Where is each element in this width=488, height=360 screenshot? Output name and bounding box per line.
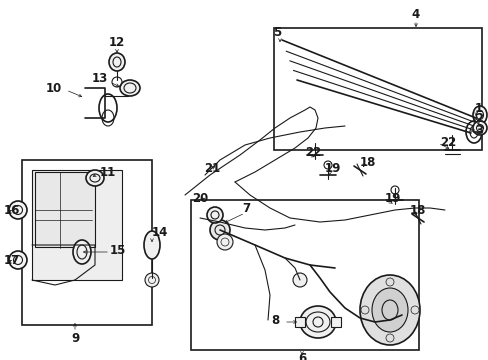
Ellipse shape (73, 240, 91, 264)
Circle shape (206, 207, 223, 223)
Text: 2: 2 (474, 112, 482, 125)
Ellipse shape (299, 306, 335, 338)
Bar (32, 170, 122, 280)
Text: 17: 17 (4, 253, 20, 266)
Bar (22, 160, 152, 325)
Text: 9: 9 (71, 332, 79, 345)
Bar (35, 172, 95, 247)
Text: 20: 20 (192, 192, 208, 204)
Bar (294, 317, 305, 327)
Text: 11: 11 (100, 166, 116, 179)
Text: 5: 5 (272, 26, 281, 39)
Ellipse shape (143, 231, 160, 259)
Bar (273, 28, 481, 150)
Circle shape (385, 278, 393, 286)
Text: 6: 6 (297, 351, 305, 360)
Text: 16: 16 (4, 203, 20, 216)
Bar (191, 200, 418, 350)
Ellipse shape (109, 53, 125, 71)
Text: 8: 8 (271, 314, 280, 327)
Text: 4: 4 (411, 8, 419, 21)
Ellipse shape (120, 80, 140, 96)
Text: 12: 12 (109, 36, 125, 49)
Ellipse shape (9, 201, 27, 219)
Text: 14: 14 (152, 225, 168, 238)
Text: 22: 22 (439, 136, 455, 149)
Ellipse shape (371, 288, 407, 332)
Text: 1: 1 (474, 102, 482, 114)
Ellipse shape (359, 275, 419, 345)
Text: 15: 15 (110, 243, 126, 256)
Text: 18: 18 (359, 156, 376, 168)
Text: 19: 19 (325, 162, 341, 175)
Circle shape (385, 334, 393, 342)
Text: 7: 7 (242, 202, 250, 215)
Circle shape (217, 234, 232, 250)
Text: 19: 19 (384, 192, 401, 204)
Text: 13: 13 (92, 72, 108, 85)
Ellipse shape (9, 251, 27, 269)
Text: 21: 21 (203, 162, 220, 175)
Text: 10: 10 (46, 81, 62, 94)
Ellipse shape (472, 106, 486, 124)
Circle shape (360, 306, 368, 314)
Text: 3: 3 (474, 125, 482, 138)
Ellipse shape (86, 170, 104, 186)
Circle shape (209, 220, 229, 240)
Ellipse shape (472, 121, 486, 135)
Ellipse shape (145, 273, 159, 287)
Bar (330, 317, 340, 327)
Circle shape (292, 273, 306, 287)
Text: 22: 22 (305, 145, 321, 158)
Text: 18: 18 (409, 203, 426, 216)
Circle shape (410, 306, 418, 314)
